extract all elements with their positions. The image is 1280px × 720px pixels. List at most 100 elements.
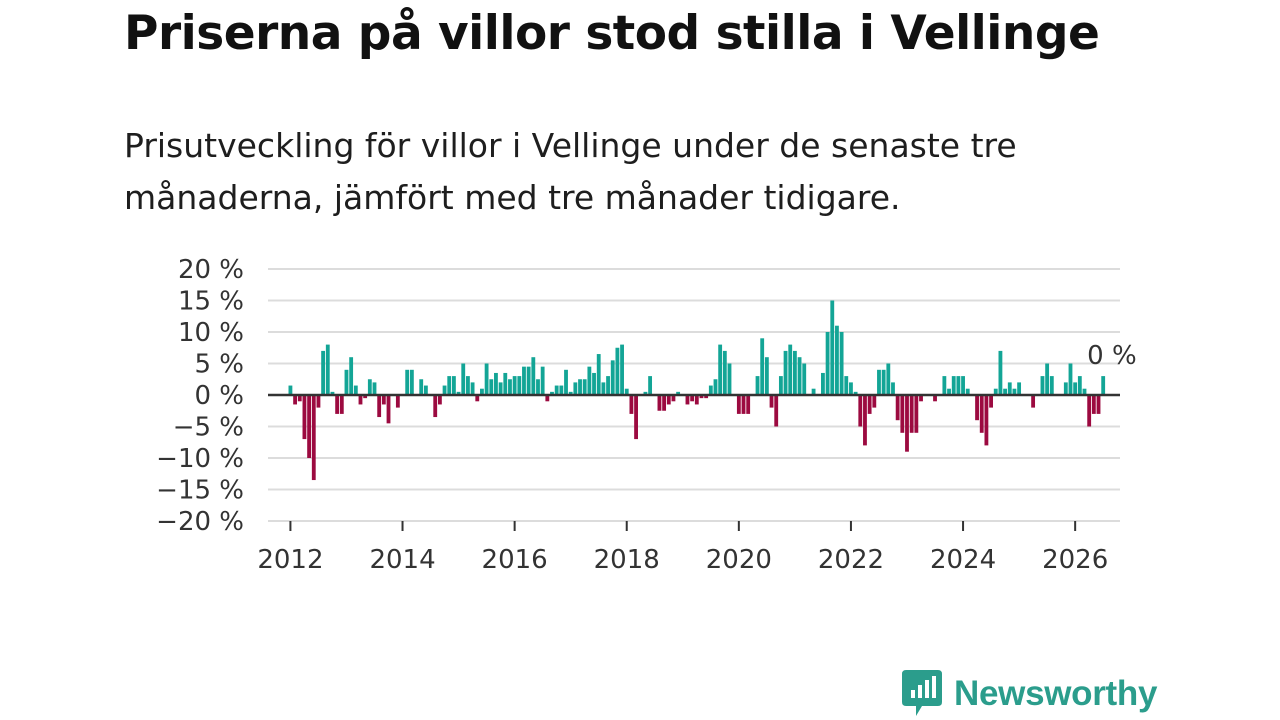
x-tick-label: 2026 [1042, 545, 1108, 575]
newsworthy-logo-icon [902, 670, 942, 716]
bar [797, 357, 802, 395]
bar [1049, 376, 1054, 395]
bar [979, 395, 984, 433]
y-tick-label: 5 % [194, 350, 244, 380]
x-tick-label: 2018 [594, 545, 660, 575]
bar [844, 376, 849, 395]
chart-subtitle: Prisutveckling för villor i Vellinge und… [124, 126, 1017, 217]
bar [708, 385, 713, 395]
bar [1091, 395, 1096, 414]
bar [746, 395, 751, 414]
bar [540, 366, 545, 395]
bar [321, 350, 326, 395]
bar [1082, 388, 1087, 395]
bar [344, 369, 349, 395]
bar [335, 395, 340, 414]
bar [423, 385, 428, 395]
bar [433, 395, 438, 418]
bar-chart: 20 %15 %10 %5 %0 %−5 %−10 %−15 %−20 %201… [156, 255, 1137, 575]
bar [578, 379, 582, 395]
bar [367, 379, 372, 395]
bar [881, 369, 886, 395]
grid-lines [268, 268, 1120, 522]
bar [372, 382, 377, 395]
bar [419, 379, 424, 395]
bar [489, 379, 494, 395]
bar [998, 350, 1003, 395]
bar [610, 360, 615, 395]
bar [615, 347, 620, 395]
bar [867, 395, 872, 414]
bar [339, 395, 344, 414]
bar [531, 357, 536, 395]
bar [788, 344, 793, 395]
bar [358, 395, 363, 405]
bar [1087, 395, 1092, 427]
bar [839, 332, 844, 395]
bar [853, 391, 858, 395]
y-tick-label: 0 % [194, 381, 244, 411]
bar [933, 395, 937, 402]
bar [1063, 382, 1068, 395]
bar [872, 395, 877, 408]
bar [676, 391, 681, 395]
bar [769, 395, 774, 408]
bar [522, 366, 526, 395]
bar-series [288, 300, 1106, 481]
bar [451, 376, 456, 395]
bar [508, 379, 512, 395]
bar [587, 366, 592, 395]
bar [447, 376, 452, 395]
bar [951, 376, 956, 395]
bar [984, 395, 989, 446]
bar [601, 382, 606, 395]
bar [947, 388, 951, 395]
bar [690, 395, 695, 402]
bar [778, 376, 783, 395]
bar [381, 395, 386, 405]
bar [783, 350, 788, 395]
bar [830, 300, 835, 395]
y-tick-label: 15 % [178, 287, 244, 317]
y-tick-label: −10 % [156, 444, 244, 474]
bar [316, 395, 321, 408]
bar [643, 391, 648, 395]
bar [942, 376, 947, 395]
bar [802, 363, 807, 395]
bar [1068, 363, 1073, 395]
bar [484, 363, 489, 395]
bar [498, 382, 503, 395]
bar [1101, 376, 1106, 395]
bar [858, 395, 863, 427]
bar [592, 372, 596, 395]
bar [634, 395, 638, 440]
newsworthy-logo-text: Newsworthy [954, 674, 1158, 713]
bar [517, 376, 522, 395]
bar [554, 385, 559, 395]
bar [909, 395, 914, 433]
bar [849, 382, 853, 395]
bar [307, 395, 312, 458]
chart-title: Priserna på villor stod stilla i Velling… [124, 6, 1100, 61]
bar [900, 395, 905, 433]
bar [568, 391, 573, 395]
bar [993, 388, 998, 395]
bar [606, 376, 610, 395]
bar [704, 395, 709, 399]
bar [330, 391, 335, 395]
bar [825, 332, 830, 395]
bar [718, 344, 723, 395]
bar [1017, 382, 1022, 395]
x-tick-label: 2012 [257, 545, 323, 575]
bar [596, 354, 601, 395]
bar [1012, 388, 1017, 395]
bar [961, 376, 965, 395]
bar [564, 369, 568, 395]
bar [512, 376, 517, 395]
bar [792, 350, 797, 395]
bar [699, 395, 704, 399]
bar [760, 338, 765, 395]
bar [755, 376, 760, 395]
bar [685, 395, 690, 405]
bar [1077, 376, 1082, 395]
